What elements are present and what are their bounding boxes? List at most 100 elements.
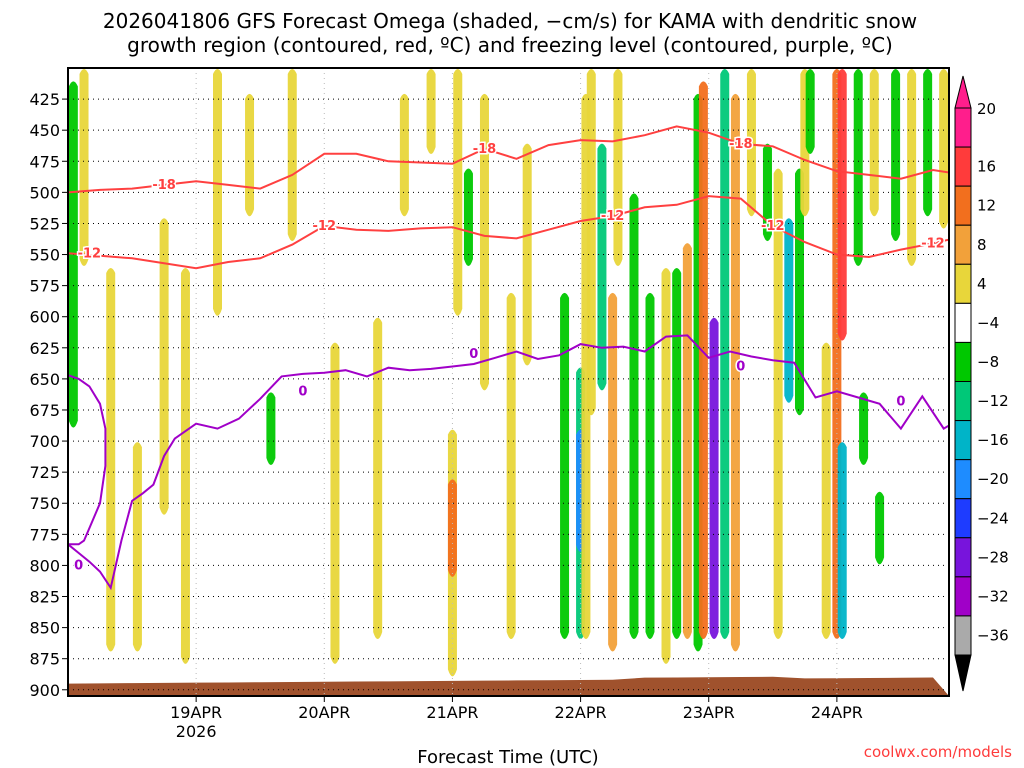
omega-streak-35 bbox=[698, 81, 708, 640]
y-tick-label-625: 625 bbox=[29, 339, 60, 358]
omega-streak-42 bbox=[784, 218, 794, 403]
omega-streak-17 bbox=[463, 168, 473, 266]
y-tick-label-700: 700 bbox=[29, 432, 60, 451]
y-tick-label-650: 650 bbox=[29, 370, 60, 389]
omega-streak-2 bbox=[106, 267, 116, 652]
omega-streak-7 bbox=[245, 93, 255, 217]
colorbar-bin-3 bbox=[954, 224, 972, 265]
omega-streak-12 bbox=[399, 93, 409, 217]
y-axis-pressure: 425 450 475 500 525 550 575 600 625 650 675 700 725 7… bbox=[29, 90, 68, 700]
freezing-level-contour bbox=[68, 334, 949, 591]
colorbar-label-10: −24 bbox=[977, 509, 1009, 527]
omega-streak-1 bbox=[79, 69, 89, 266]
colorbar-bin-7 bbox=[954, 381, 972, 422]
x-tick-label-20APR: 20APR bbox=[298, 703, 350, 722]
y-tick-label-900: 900 bbox=[29, 681, 60, 700]
omega-streak-13 bbox=[426, 69, 436, 155]
omega-streak-39 bbox=[746, 69, 756, 217]
colorbar-bin-2 bbox=[954, 185, 972, 226]
contour-minus18-label-0: -18 bbox=[152, 178, 176, 193]
contour-minus12-label-4: -12 bbox=[921, 236, 945, 251]
colorbar-label-1: 16 bbox=[977, 158, 996, 176]
y-tick-label-725: 725 bbox=[29, 463, 60, 482]
y-tick-label-475: 475 bbox=[29, 152, 60, 171]
omega-streak-10 bbox=[330, 342, 340, 664]
colorbar-label-8: −16 bbox=[977, 431, 1009, 449]
chart-title-line-1: 2026041806 GFS Forecast Omega (shaded, −… bbox=[103, 9, 917, 33]
omega-streak-25 bbox=[586, 69, 596, 416]
omega-streak-38 bbox=[730, 93, 740, 652]
colorbar-label-5: −4 bbox=[977, 314, 999, 332]
omega-streak-20 bbox=[522, 143, 532, 366]
omega-streak-29 bbox=[629, 193, 639, 640]
y-tick-label-675: 675 bbox=[29, 401, 60, 420]
colorbar-label-7: −12 bbox=[977, 392, 1009, 410]
plot-frame bbox=[67, 67, 950, 697]
omega-streak-51 bbox=[859, 392, 869, 465]
omega-streak-54 bbox=[891, 69, 901, 242]
y-tick-label-500: 500 bbox=[29, 183, 60, 202]
omega-streak-32 bbox=[672, 267, 682, 640]
omega-streak-57 bbox=[939, 69, 949, 229]
omega-streak-40 bbox=[762, 143, 772, 242]
y-tick-label-450: 450 bbox=[29, 121, 60, 140]
omega-streak-28 bbox=[613, 69, 623, 266]
x-axis-label: Forecast Time (UTC) bbox=[417, 747, 598, 768]
omega-streak-50 bbox=[853, 69, 863, 266]
y-tick-label-875: 875 bbox=[29, 650, 60, 669]
colorbar-label-12: −32 bbox=[977, 587, 1009, 605]
omega-streak-8 bbox=[266, 392, 276, 465]
x-tick-sublabel-19APR: 2026 bbox=[176, 722, 217, 741]
colorbar-bin-10 bbox=[954, 498, 972, 539]
y-tick-label-800: 800 bbox=[29, 556, 60, 575]
colorbar-label-2: 12 bbox=[977, 197, 996, 215]
colorbar-label-6: −8 bbox=[977, 353, 999, 371]
omega-streak-62 bbox=[1003, 268, 1012, 440]
y-tick-label-850: 850 bbox=[29, 619, 60, 638]
credit-text: coolwx.com/models bbox=[864, 743, 1012, 761]
x-tick-label-24APR: 24APR bbox=[811, 703, 863, 722]
colorbar-bin-8 bbox=[954, 420, 972, 461]
freezing-level-contour-label-3: 0 bbox=[736, 359, 745, 374]
contour-minus12-label-1: -12 bbox=[313, 219, 337, 234]
colorbar-bin-1 bbox=[954, 146, 972, 187]
colorbar-top-arrow bbox=[954, 75, 972, 109]
colorbar-label-13: −36 bbox=[977, 626, 1009, 644]
freezing-level-contour-label-4: 0 bbox=[896, 394, 905, 409]
freezing-level-contour-label-2: 0 bbox=[469, 347, 478, 362]
x-tick-label-19APR: 19APR bbox=[170, 703, 222, 722]
y-tick-label-750: 750 bbox=[29, 494, 60, 513]
omega-streak-36 bbox=[709, 317, 719, 640]
y-tick-label-550: 550 bbox=[29, 246, 60, 265]
omega-streak-31 bbox=[661, 267, 671, 664]
omega-streak-48 bbox=[837, 69, 847, 341]
omega-streak-21 bbox=[560, 292, 570, 640]
colorbar: 20 16 12 8 4 −4 −8 −12 −16 −20 −24 −28 −32 −36 bbox=[954, 75, 1009, 692]
contour-minus12-label-0: -12 bbox=[78, 246, 102, 261]
contour-minus12-label-2: -12 bbox=[601, 209, 625, 224]
ground-fill bbox=[68, 676, 949, 696]
colorbar-label-11: −28 bbox=[977, 548, 1009, 566]
omega-streak-43 bbox=[794, 168, 804, 416]
omega-streak-41 bbox=[773, 168, 783, 640]
y-tick-label-600: 600 bbox=[29, 308, 60, 327]
freezing-level-contour-label-0: 0 bbox=[74, 558, 83, 573]
omega-streak-30 bbox=[645, 292, 655, 640]
omega-streak-52 bbox=[869, 69, 879, 217]
gridlines bbox=[68, 68, 949, 696]
omega-streak-56 bbox=[923, 69, 933, 217]
omega-streak-3 bbox=[132, 442, 142, 652]
x-tick-label-23APR: 23APR bbox=[683, 703, 735, 722]
contour-minus18 bbox=[68, 125, 949, 194]
omega-streak-27 bbox=[608, 292, 618, 652]
colorbar-bin-4 bbox=[954, 263, 972, 304]
omega-streak-33 bbox=[682, 243, 692, 640]
freezing-level-contour-label-1: 0 bbox=[298, 384, 307, 399]
colorbar-bin-0 bbox=[954, 107, 972, 148]
omega-streak-53 bbox=[875, 491, 885, 565]
omega-streak-55 bbox=[907, 69, 917, 266]
y-tick-label-525: 525 bbox=[29, 214, 60, 233]
